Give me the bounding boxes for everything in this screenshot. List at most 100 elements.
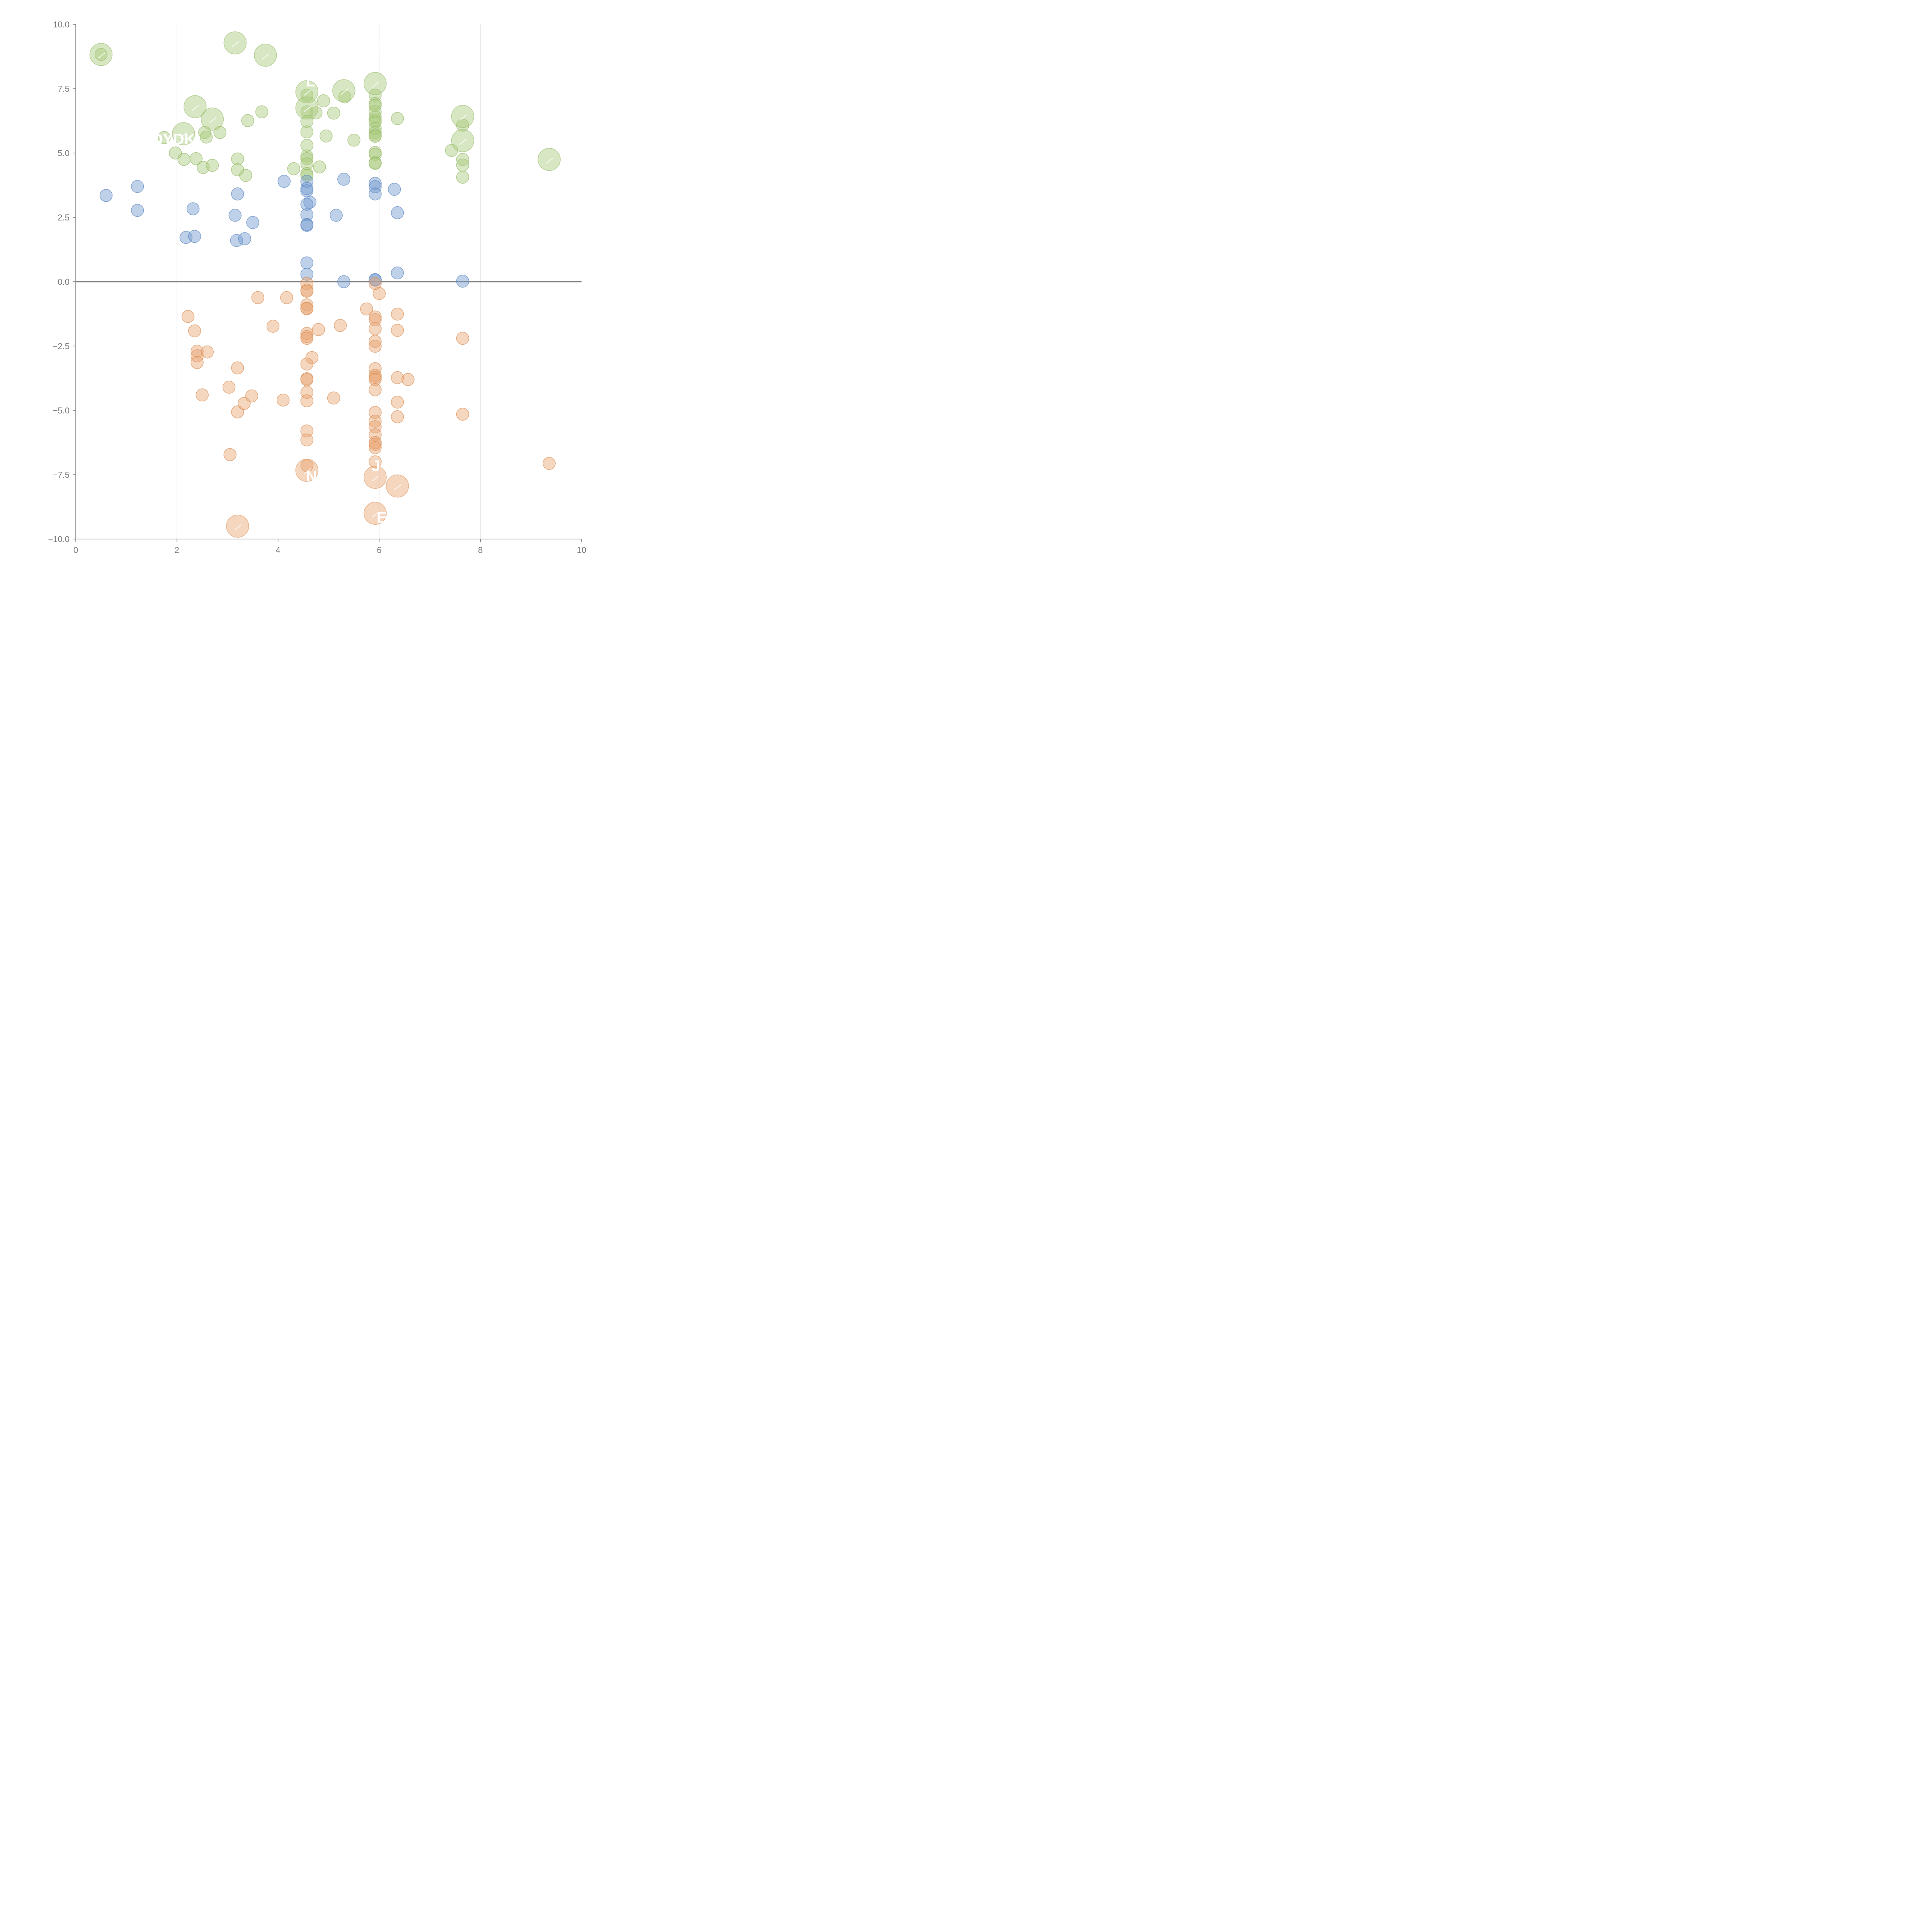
point-orange-32 [300,424,313,438]
point-orange-2 [190,345,204,358]
point-orange-35 [312,323,325,336]
large-point-mark-green-6 [303,90,311,96]
x-tick-label-3: 6 [377,545,381,555]
point-orange-9 [231,361,244,374]
y-tick-label-5: 2.5 [58,213,70,223]
point-green-47 [369,156,382,170]
point-orange-3 [190,349,204,362]
large-point-green-8 [332,79,355,102]
point-orange-16 [280,291,293,304]
large-point-mark-green-5 [180,132,188,138]
point-orange-45 [369,340,382,353]
large-point-mark-green-12 [546,157,553,164]
x-tick-label-1: 2 [175,545,179,555]
annotation-2: S [374,38,384,55]
point-green-3 [177,153,190,166]
large-point-mark-green-1 [231,41,239,47]
point-orange-7 [222,381,236,394]
point-blue-24 [337,275,350,288]
point-orange-23 [300,327,313,340]
point-orange-20 [300,298,313,311]
point-orange-57 [369,441,382,454]
point-orange-29 [300,373,313,386]
large-point-mark-green-4 [209,117,217,123]
point-blue-23 [337,173,350,186]
annotation-4: E [377,509,387,526]
large-point-mark-green-7 [303,106,311,112]
point-blue-17 [300,208,313,221]
point-orange-40 [372,287,386,300]
x-tick-label-5: 10 [577,545,586,555]
x-axis-ticks: 0 2 4 6 8 10 [73,539,586,555]
series-green [89,31,561,184]
point-blue-10 [246,216,259,229]
point-green-6 [206,159,219,172]
point-orange-43 [369,322,382,335]
point-blue-16 [300,197,313,211]
point-blue-27 [369,187,382,201]
point-orange-65 [456,332,469,345]
point-blue-12 [300,175,313,188]
point-blue-26 [369,180,382,193]
large-point-green-12 [537,148,561,171]
point-orange-60 [391,324,404,337]
point-green-52 [456,158,469,172]
point-orange-62 [391,395,404,409]
point-orange-0 [181,310,195,323]
x-tick-label-4: 8 [478,545,483,555]
point-green-29 [320,129,333,143]
large-point-green-4 [201,107,224,131]
large-point-orange-4 [226,514,249,538]
x-tick-label-0: 0 [73,545,78,555]
point-orange-13 [251,291,264,304]
y-tick-label-6: 5.0 [58,148,70,158]
point-blue-32 [391,266,404,280]
point-orange-61 [391,371,404,384]
point-green-14 [255,105,269,119]
point-green-16 [300,88,313,102]
large-point-orange-2 [386,474,409,498]
scatter-chart: DYDK L S N E J 0 2 4 6 8 10 −10.0 −7.5 −5.0 −2.5 0.0 2.… [0,0,601,598]
annotation-0: DYDK [151,131,195,148]
point-orange-41 [369,310,382,323]
point-green-27 [313,160,326,173]
point-blue-6 [228,209,242,222]
series-blue [99,173,469,288]
point-green-1 [158,131,171,144]
large-point-mark-green-10 [459,114,467,121]
large-point-mark-green-0 [97,53,105,59]
large-point-mark-orange-0 [303,468,311,474]
y-tick-label-1: −7.5 [53,470,70,480]
large-point-green-6 [295,80,318,104]
point-blue-20 [300,256,313,270]
point-orange-52 [369,415,382,428]
point-blue-5 [188,230,201,243]
point-orange-14 [266,320,280,333]
point-orange-58 [369,455,382,468]
y-tick-label-4: 0.0 [58,277,70,287]
point-orange-38 [360,302,373,316]
large-point-mark-orange-3 [372,511,379,518]
point-green-23 [300,157,313,170]
point-orange-17 [300,277,313,290]
point-blue-31 [391,206,404,219]
point-orange-22 [300,302,313,315]
point-blue-7 [230,234,243,247]
point-blue-29 [369,274,382,287]
large-point-green-9 [364,72,387,95]
large-point-mark-green-11 [459,139,467,145]
point-orange-53 [369,420,382,434]
point-orange-31 [300,394,313,408]
point-orange-15 [276,393,290,407]
point-blue-19 [300,219,313,232]
large-point-green-2 [254,44,277,67]
point-green-43 [369,129,382,143]
point-orange-6 [196,388,209,401]
point-orange-50 [369,383,382,396]
point-orange-63 [391,410,404,423]
point-orange-19 [300,284,313,298]
point-green-0 [94,48,108,61]
point-green-18 [300,115,313,128]
point-orange-66 [456,408,469,421]
point-blue-11 [277,175,291,188]
